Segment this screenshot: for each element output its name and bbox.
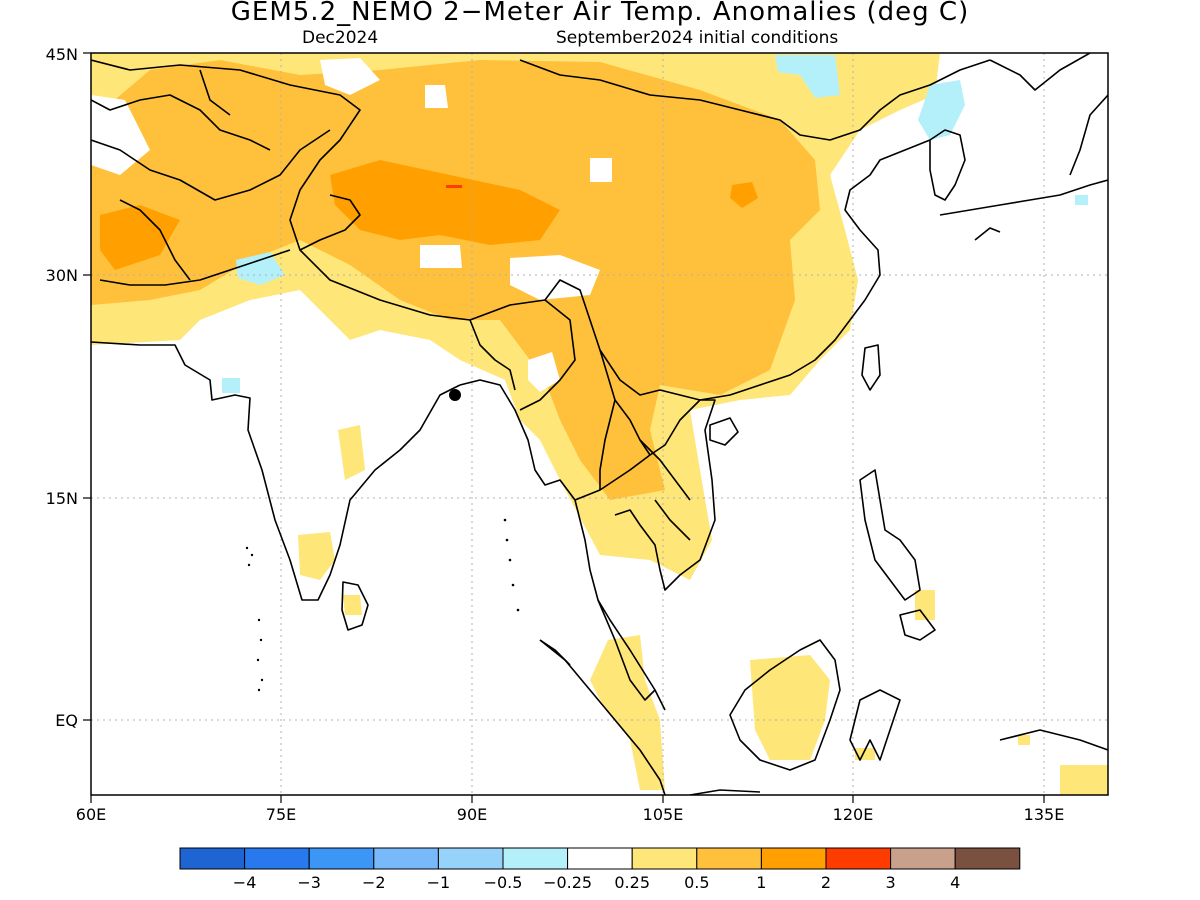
colorbar-swatch <box>696 847 762 870</box>
neutral-patch <box>320 58 380 95</box>
initial-conditions-label: September2024 initial conditions <box>556 28 839 48</box>
neutral-patch <box>590 158 612 182</box>
anomaly-hotspot <box>446 185 462 188</box>
colorbar-swatch <box>244 847 310 870</box>
colorbar-label: −0.5 <box>484 873 523 892</box>
colorbar: −4 −3 −2 −1 −0.5 −0.25 0.25 0.5 1 2 3 4 <box>179 847 1021 892</box>
neutral-patch <box>420 245 462 268</box>
forecast-month: Dec2024 <box>302 28 379 48</box>
x-tick-label: 120E <box>833 805 874 824</box>
y-tick-label: 30N <box>46 266 78 285</box>
colorbar-label: −2 <box>362 873 386 892</box>
y-tick-label: 45N <box>46 45 78 64</box>
map-title: GEM5.2_NEMO 2−Meter Air Temp. Anomalies … <box>230 0 970 27</box>
warm-patch <box>870 55 925 88</box>
colorbar-swatch <box>825 847 892 870</box>
colorbar-swatch <box>373 847 439 870</box>
colorbar-label: −1 <box>427 873 451 892</box>
small-islands <box>245 389 520 692</box>
colorbar-swatch <box>502 847 569 870</box>
cool-patch <box>775 55 840 98</box>
colorbar-label: 3 <box>886 873 896 892</box>
cool-patch <box>918 80 965 140</box>
colorbar-label: 1 <box>756 873 766 892</box>
x-tick-label: 135E <box>1024 805 1065 824</box>
neutral-patch <box>91 95 150 175</box>
warm-patch <box>750 655 830 760</box>
warm-patch <box>338 425 365 480</box>
warm-patch <box>915 590 935 620</box>
coastlines <box>91 53 1108 795</box>
x-tick-label: 90E <box>457 805 487 824</box>
y-tick-label: EQ <box>55 711 78 730</box>
x-tick-label: 60E <box>76 805 106 824</box>
colorbar-label: 0.5 <box>684 873 709 892</box>
x-tick-label: 75E <box>266 805 296 824</box>
x-axis-labels: 60E 75E 90E 105E 120E 135E <box>76 805 1065 824</box>
colorbar-swatch <box>437 847 504 870</box>
cool-patch <box>222 378 240 393</box>
warm-patch <box>855 748 875 760</box>
colorbar-swatch <box>890 847 956 870</box>
cool-patch <box>1075 195 1088 205</box>
colorbar-label: −4 <box>233 873 257 892</box>
warm-patch <box>1060 765 1108 795</box>
warm-patch <box>298 532 335 580</box>
gridlines <box>91 53 1108 795</box>
cool-patch <box>236 252 285 285</box>
colorbar-swatch <box>760 847 827 870</box>
colorbar-swatch <box>954 847 1021 870</box>
colorbar-label: 4 <box>950 873 960 892</box>
colorbar-swatch <box>179 847 246 870</box>
warm-patch <box>343 595 362 615</box>
warm-patch <box>1018 735 1030 745</box>
anomaly-region-dark-orange-east <box>730 182 758 208</box>
y-axis-labels: EQ 15N 30N 45N <box>46 45 78 730</box>
anomaly-region-dark-orange-west <box>100 205 180 270</box>
map-frame <box>90 52 1109 796</box>
anomaly-region-orange <box>91 60 820 500</box>
colorbar-swatch <box>631 847 698 870</box>
neutral-patch <box>425 85 448 108</box>
colorbar-label: −3 <box>297 873 321 892</box>
colorbar-label: 2 <box>821 873 831 892</box>
colorbar-swatch <box>567 847 633 870</box>
anomaly-region-dark-orange <box>330 160 560 245</box>
colorbar-label: 0.25 <box>614 873 650 892</box>
neutral-patch <box>528 352 560 392</box>
colorbar-label: −0.25 <box>543 873 592 892</box>
colorbar-swatch <box>308 847 375 870</box>
y-tick-label: 15N <box>46 489 78 508</box>
anomaly-field <box>91 53 1108 795</box>
axis-ticks <box>83 52 1045 803</box>
x-tick-label: 105E <box>643 805 684 824</box>
warm-patch <box>590 635 665 790</box>
